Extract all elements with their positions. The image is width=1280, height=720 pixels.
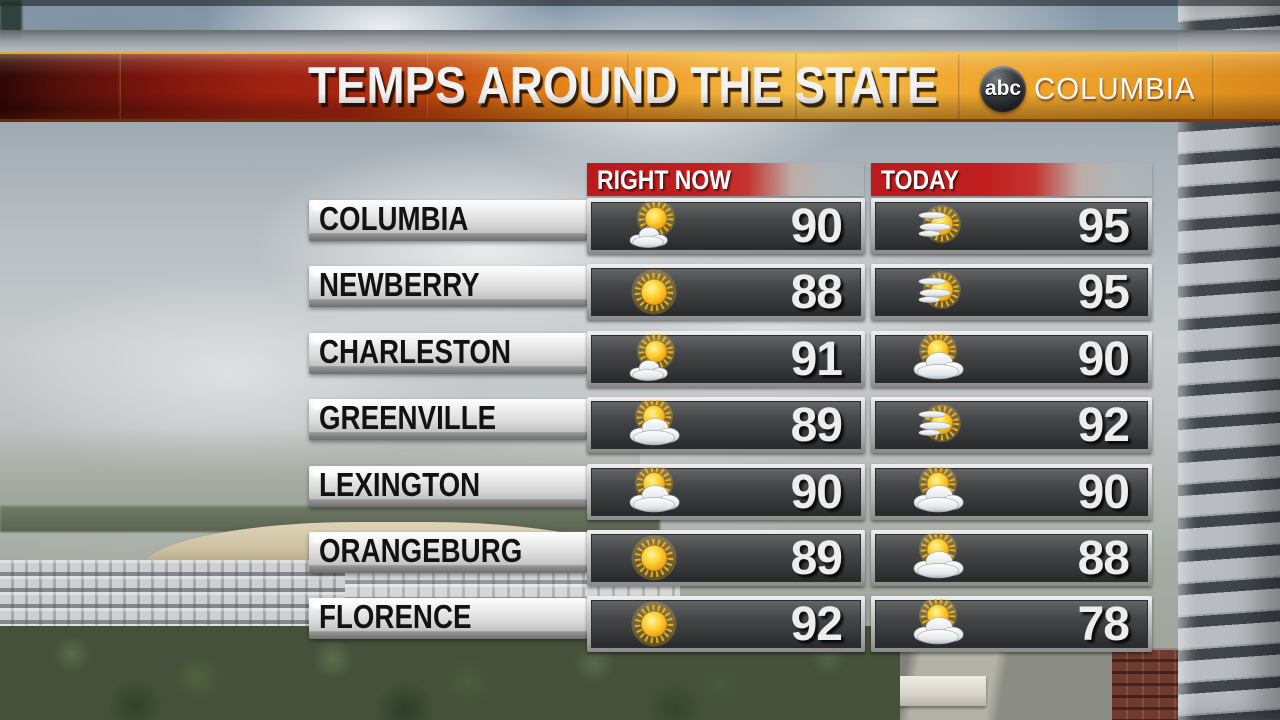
cloud-sun-icon — [876, 599, 1001, 649]
city-name: ORANGEBURG — [319, 532, 523, 569]
gray-band — [0, 30, 1280, 56]
cell-right-now: 91 — [587, 331, 865, 387]
cloud-sun-icon — [876, 334, 1001, 384]
cell-right-now: 92 — [587, 596, 865, 652]
column-header-label: TODAY — [881, 165, 959, 195]
table-row: LEXINGTON 90 90 — [305, 464, 1155, 521]
city-name: NEWBERRY — [319, 266, 480, 303]
bar-segment-divider — [958, 54, 961, 119]
station-name: COLUMBIA — [1034, 71, 1196, 106]
cell-right-now: 89 — [587, 530, 865, 586]
city-name: LEXINGTON — [319, 466, 481, 503]
cell-today: 95 — [871, 198, 1152, 254]
bar-segment-divider — [795, 54, 798, 119]
cell-inner: 88 — [875, 532, 1148, 585]
title-bar: TEMPS AROUND THE STATE abc COLUMBIA — [0, 52, 1280, 122]
temp-value: 78 — [1077, 597, 1130, 651]
cell-inner: 95 — [875, 200, 1148, 253]
bar-segment-divider — [1212, 54, 1215, 119]
bar-segment-divider — [425, 54, 428, 119]
city-label-bar: COLUMBIA — [309, 200, 587, 241]
cell-inner: 90 — [875, 333, 1148, 386]
temp-value: 92 — [790, 597, 843, 651]
temp-value: 88 — [790, 265, 843, 319]
cell-inner: 90 — [875, 466, 1148, 519]
cloud-sun-icon — [876, 533, 1001, 583]
cell-today: 90 — [871, 464, 1152, 520]
cloud-sun-icon — [876, 467, 1001, 517]
bar-segment-divider — [118, 54, 121, 119]
temp-value: 92 — [1077, 398, 1130, 452]
cell-inner: 88 — [591, 266, 861, 319]
bar-segment-divider — [627, 54, 630, 119]
temp-value: 88 — [1077, 531, 1130, 585]
cell-inner: 92 — [591, 598, 861, 651]
city-name: FLORENCE — [319, 598, 472, 635]
city-label-bar: FLORENCE — [309, 598, 587, 639]
temp-value: 90 — [790, 199, 843, 253]
column-header-today: TODAY — [871, 163, 1152, 196]
cell-inner: 78 — [875, 598, 1148, 651]
temp-value: 90 — [1077, 465, 1130, 519]
temp-value: 90 — [1077, 332, 1130, 386]
cell-right-now: 89 — [587, 397, 865, 453]
cell-inner: 92 — [875, 399, 1148, 452]
table-row: ORANGEBURG 89 88 — [305, 530, 1155, 587]
sun-cloud-icon — [592, 201, 715, 251]
sun-icon — [592, 533, 715, 583]
temp-value: 95 — [1077, 199, 1130, 253]
cell-today: 95 — [871, 264, 1152, 320]
cell-inner: 95 — [875, 266, 1148, 319]
sun-cloud-icon — [592, 334, 715, 384]
city-name: GREENVILLE — [319, 399, 497, 436]
cloud-sun-icon — [592, 467, 715, 517]
temp-value: 89 — [790, 531, 843, 585]
station-logo: abc COLUMBIA — [980, 54, 1204, 124]
cell-today: 88 — [871, 530, 1152, 586]
cell-right-now: 90 — [587, 464, 865, 520]
table-row: NEWBERRY 88 95 — [305, 264, 1155, 321]
city-label-bar: GREENVILLE — [309, 399, 587, 440]
cell-today: 90 — [871, 331, 1152, 387]
cloud-sun-icon — [592, 400, 715, 450]
cell-inner: 89 — [591, 399, 861, 452]
table-row: FLORENCE 92 78 — [305, 596, 1155, 653]
temp-value: 95 — [1077, 265, 1130, 319]
column-header-right-now: RIGHT NOW — [587, 163, 864, 196]
column-header-label: RIGHT NOW — [597, 165, 731, 195]
cell-inner: 90 — [591, 200, 861, 253]
city-name: COLUMBIA — [319, 200, 469, 237]
cell-inner: 91 — [591, 333, 861, 386]
sun-icon — [592, 599, 715, 649]
cell-right-now: 88 — [587, 264, 865, 320]
table-row: GREENVILLE 89 92 — [305, 397, 1155, 454]
table-row: COLUMBIA 90 95 — [305, 198, 1155, 255]
city-label-bar: ORANGEBURG — [309, 532, 587, 573]
city-label-bar: NEWBERRY — [309, 266, 587, 307]
temp-value: 89 — [790, 398, 843, 452]
hazy-sun-icon — [876, 267, 1001, 317]
video-top-edge — [0, 0, 1280, 6]
cell-right-now: 90 — [587, 198, 865, 254]
cell-inner: 90 — [591, 466, 861, 519]
cell-today: 92 — [871, 397, 1152, 453]
table-row: CHARLESTON 91 90 — [305, 331, 1155, 388]
city-name: CHARLESTON — [319, 333, 512, 370]
hazy-sun-icon — [876, 400, 1001, 450]
sun-icon — [592, 267, 715, 317]
temp-value: 90 — [790, 465, 843, 519]
page-title: TEMPS AROUND THE STATE — [308, 57, 938, 115]
city-label-bar: LEXINGTON — [309, 466, 587, 507]
hazy-sun-icon — [876, 201, 1001, 251]
cell-inner: 89 — [591, 532, 861, 585]
abc-logo-icon: abc — [980, 66, 1026, 112]
cell-today: 78 — [871, 596, 1152, 652]
temp-value: 91 — [790, 332, 843, 386]
city-label-bar: CHARLESTON — [309, 333, 587, 374]
